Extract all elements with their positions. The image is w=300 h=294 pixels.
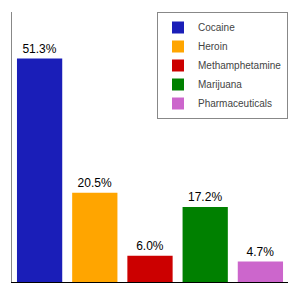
svg-text:Heroin: Heroin xyxy=(198,41,227,52)
svg-text:6.0%: 6.0% xyxy=(136,239,164,253)
svg-text:17.2%: 17.2% xyxy=(188,190,222,204)
svg-text:Pharmaceuticals: Pharmaceuticals xyxy=(198,98,272,109)
svg-text:Cocaine: Cocaine xyxy=(198,22,235,33)
svg-text:4.7%: 4.7% xyxy=(247,245,275,259)
svg-text:Marijuana: Marijuana xyxy=(198,79,242,90)
svg-text:51.3%: 51.3% xyxy=(22,42,56,56)
svg-text:Methamphetamine: Methamphetamine xyxy=(198,60,281,71)
svg-text:20.5%: 20.5% xyxy=(78,176,112,190)
